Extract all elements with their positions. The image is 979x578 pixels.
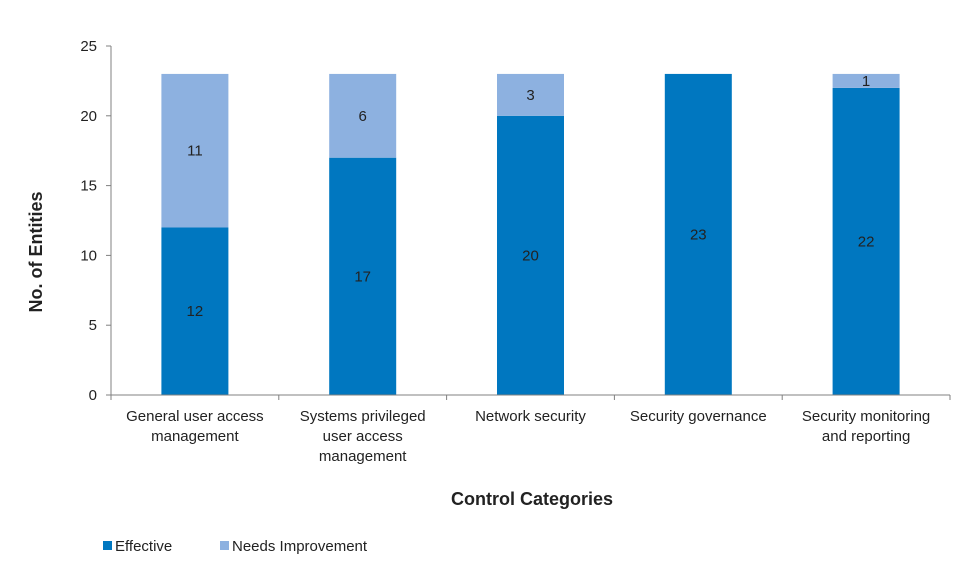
legend: Effective Needs Improvement bbox=[103, 538, 368, 555]
data-label: 6 bbox=[359, 108, 367, 125]
x-category-label: Security monitoring and reporting bbox=[802, 408, 930, 445]
data-label: 22 bbox=[858, 233, 875, 250]
y-tick-label: 5 bbox=[89, 317, 97, 334]
legend-label: Needs Improvement bbox=[232, 538, 368, 555]
y-tick-label: 25 bbox=[80, 38, 97, 55]
data-label: 3 bbox=[526, 87, 534, 104]
data-label: 17 bbox=[354, 268, 371, 285]
x-axis-title: Control Categories bbox=[451, 489, 613, 509]
legend-swatch bbox=[220, 541, 229, 550]
bar-needs-improvement bbox=[161, 73, 229, 228]
legend-swatch bbox=[103, 541, 112, 550]
y-tick-label: 0 bbox=[89, 387, 97, 404]
bar-effective bbox=[832, 87, 900, 395]
y-axis-ticks: 0 5 10 15 20 25 bbox=[80, 38, 951, 404]
legend-label: Effective bbox=[115, 538, 172, 555]
bar-effective bbox=[664, 73, 732, 396]
y-axis-title: No. of Entities bbox=[26, 192, 46, 313]
data-label: 20 bbox=[522, 247, 539, 264]
bar-effective bbox=[497, 115, 564, 396]
x-category-label: Systems privileged user access management bbox=[300, 408, 426, 465]
data-label: 23 bbox=[690, 226, 707, 243]
data-labels-group: 12 11 17 6 20 3 23 22 1 bbox=[187, 73, 875, 320]
y-tick-label: 15 bbox=[80, 178, 97, 195]
x-axis-categories: General user access management Systems pri… bbox=[126, 408, 930, 465]
bars-group bbox=[161, 73, 900, 396]
x-category-label: General user access management bbox=[126, 408, 264, 445]
data-label: 1 bbox=[862, 73, 870, 90]
bar-effective bbox=[329, 157, 397, 395]
data-label: 11 bbox=[187, 143, 203, 160]
bar-needs-improvement bbox=[497, 73, 564, 116]
bar-needs-improvement bbox=[832, 73, 900, 88]
bar-needs-improvement bbox=[329, 73, 397, 158]
data-label: 12 bbox=[187, 303, 204, 320]
x-category-label: Network security bbox=[475, 408, 586, 425]
bar-effective bbox=[161, 227, 229, 395]
x-category-label: Security governance bbox=[630, 408, 767, 425]
y-tick-label: 20 bbox=[80, 108, 97, 125]
y-tick-label: 10 bbox=[80, 247, 97, 264]
